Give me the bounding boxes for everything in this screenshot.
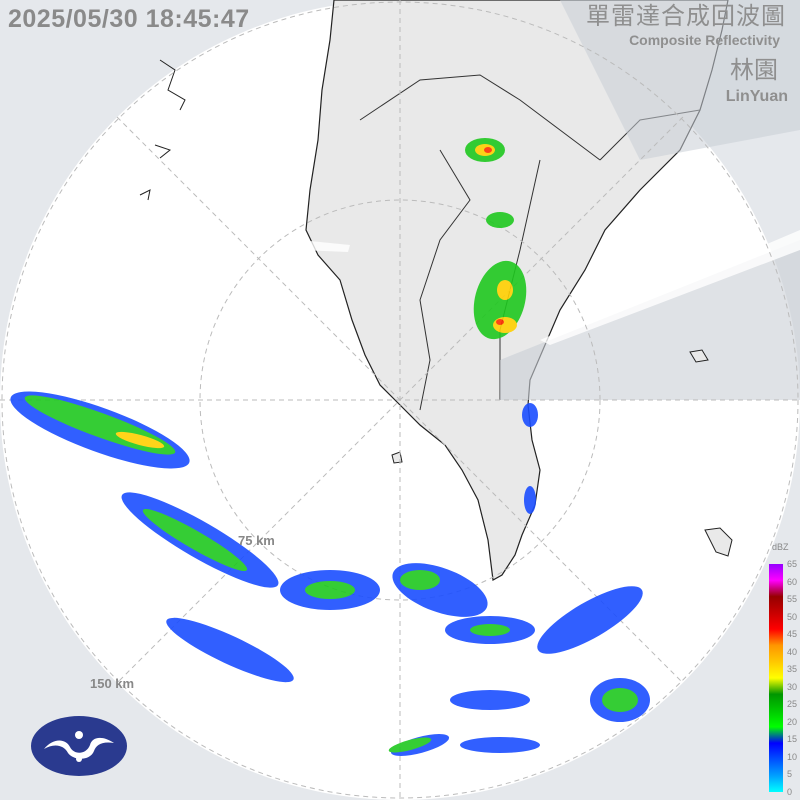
legend-tick: 55 bbox=[787, 594, 798, 605]
product-title-en: Composite Reflectivity bbox=[629, 32, 780, 48]
legend-tick: 45 bbox=[787, 629, 798, 640]
legend-tick: 60 bbox=[787, 576, 798, 587]
legend-tick: 10 bbox=[787, 751, 798, 762]
legend-unit: dBZ bbox=[772, 542, 789, 552]
island bbox=[704, 527, 733, 557]
legend-tick: 5 bbox=[787, 769, 793, 780]
range-ring-75 bbox=[199, 199, 601, 601]
island bbox=[689, 349, 709, 363]
radar-echoes bbox=[10, 138, 650, 756]
legend-tick: 15 bbox=[787, 734, 798, 745]
legend-tick: 35 bbox=[787, 664, 798, 675]
legend-tick: 50 bbox=[787, 611, 798, 622]
legend-tick: 40 bbox=[787, 646, 798, 657]
legend-tick: 0 bbox=[787, 787, 793, 797]
dbz-legend: dBZ 65 60 55 50 45 40 35 30 25 20 15 10 5 0 bbox=[768, 542, 798, 798]
range-label-75: 75 km bbox=[238, 533, 275, 548]
station-name-en: LinYuan bbox=[725, 88, 788, 105]
station-name-zh: 林園 bbox=[730, 56, 778, 84]
legend-color-bar bbox=[769, 564, 783, 792]
penghu-islands bbox=[139, 59, 186, 201]
beam-blockage bbox=[560, 0, 800, 160]
county-border bbox=[359, 74, 701, 411]
legend-tick: 20 bbox=[787, 716, 798, 727]
range-label-150: 150 km bbox=[90, 676, 135, 691]
legend-tick: 25 bbox=[787, 699, 798, 710]
product-title-zh: 單雷達合成回波圖 bbox=[586, 2, 786, 30]
legend-tick: 65 bbox=[787, 559, 798, 569]
cwa-logo-icon bbox=[31, 716, 127, 776]
legend-tick: 30 bbox=[787, 681, 798, 692]
beam-blockage bbox=[500, 240, 800, 400]
timestamp: 2025/05/30 18:45:47 bbox=[8, 5, 250, 33]
